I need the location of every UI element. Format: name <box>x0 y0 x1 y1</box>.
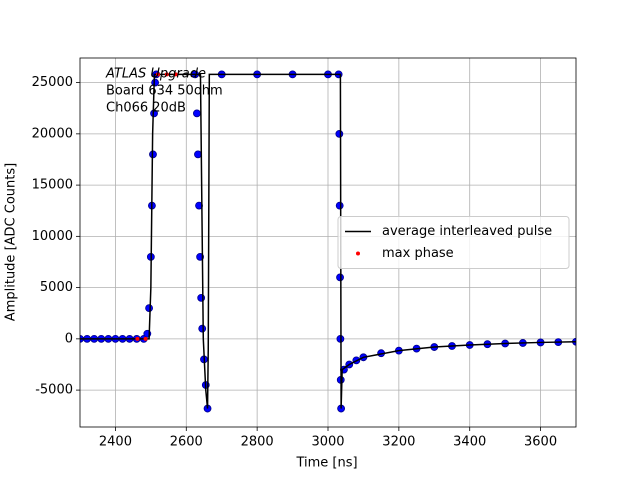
y-tick-label: 15000 <box>32 178 73 193</box>
y-axis-label: Amplitude [ADC Counts] <box>4 163 19 321</box>
x-tick-label: 3600 <box>524 435 557 450</box>
x-tick-label: 3000 <box>311 435 344 450</box>
legend-box <box>337 216 570 269</box>
data-point <box>198 324 207 333</box>
y-tick-label: 10000 <box>32 229 73 244</box>
annotation: Ch066 20dB <box>106 101 186 116</box>
data-point <box>135 336 140 341</box>
data-point <box>164 72 169 77</box>
data-point <box>335 201 344 210</box>
annotation: Board 634 50ohm <box>106 84 223 99</box>
x-tick-label: 3400 <box>453 435 486 450</box>
data-point <box>194 150 202 159</box>
x-tick-label: 2600 <box>170 435 203 450</box>
data-point <box>155 72 160 77</box>
y-tick-label: -5000 <box>35 383 73 398</box>
data-point <box>173 72 178 77</box>
legend-label: max phase <box>382 246 454 261</box>
data-point <box>193 109 201 118</box>
data-point <box>145 304 153 313</box>
legend-marker <box>356 251 360 256</box>
y-tick-label: 5000 <box>40 280 73 295</box>
x-tick-label: 3200 <box>382 435 415 450</box>
data-point <box>143 336 148 341</box>
data-point <box>335 129 344 138</box>
plot-frame <box>79 57 577 428</box>
y-tick-label: 25000 <box>32 75 73 90</box>
annotation: ATLAS Upgrade <box>105 67 206 82</box>
x-tick-label: 2400 <box>99 435 132 450</box>
data-line <box>80 73 576 409</box>
x-axis-label: Time [ns] <box>295 456 357 471</box>
y-tick-label: 0 <box>65 331 73 346</box>
legend-label: average interleaved pulse <box>382 224 552 239</box>
y-tick-label: 20000 <box>32 126 73 141</box>
plot-area <box>80 70 576 413</box>
data-point <box>336 273 344 282</box>
x-tick-label: 2800 <box>241 435 274 450</box>
